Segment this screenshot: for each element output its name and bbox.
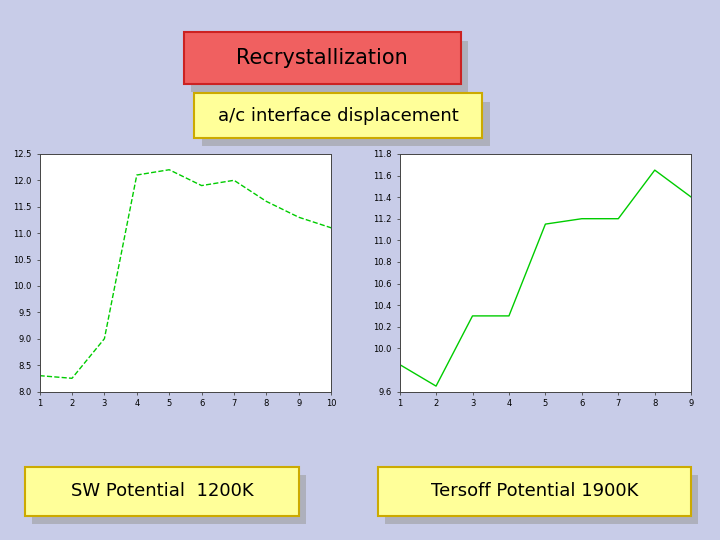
Text: Recrystallization: Recrystallization <box>236 48 408 68</box>
Text: SW Potential  1200K: SW Potential 1200K <box>71 482 253 501</box>
Text: Tersoff Potential 1900K: Tersoff Potential 1900K <box>431 482 639 501</box>
Text: a/c interface displacement: a/c interface displacement <box>218 106 459 125</box>
